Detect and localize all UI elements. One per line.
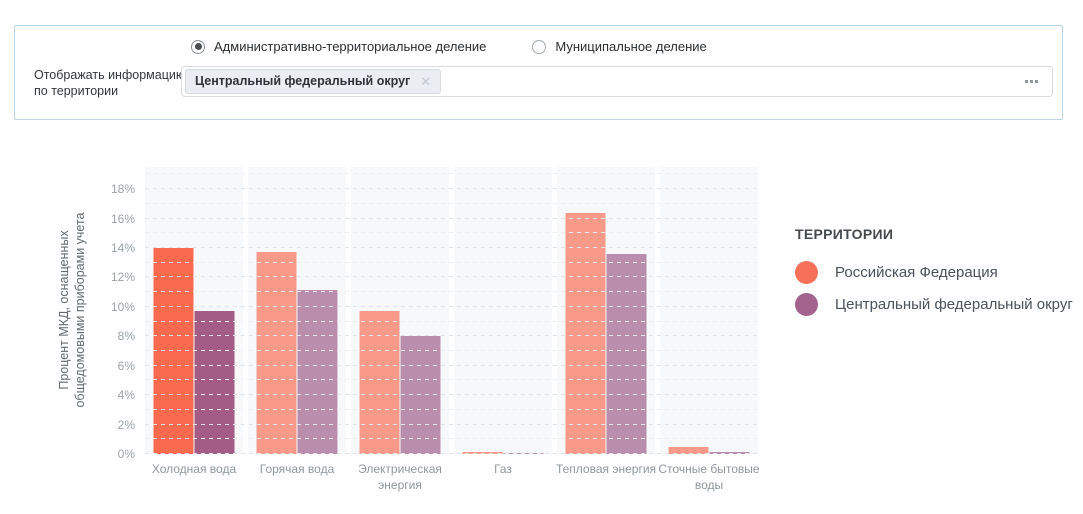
bar-cfo[interactable] (194, 310, 235, 454)
category-band (660, 167, 758, 454)
category-band (454, 167, 552, 454)
more-options-button[interactable] (1023, 76, 1040, 87)
category-label: Холодная вода (151, 462, 237, 476)
territory-chip-label: Центральный федеральный округ (195, 74, 411, 88)
gridline (145, 202, 758, 204)
chart-legend: ТЕРРИТОРИИ Российская Федерация Централь… (795, 226, 1073, 316)
y-tick-label: 6% (117, 358, 135, 373)
legend-label-rf: Российская Федерация (835, 264, 998, 281)
division-radio-group: Административно-территориальное деление … (191, 39, 707, 54)
legend-swatch-rf (795, 261, 818, 284)
y-tick-label: 8% (117, 329, 135, 344)
gridline (145, 379, 758, 381)
y-axis-title: Процент МКД, оснащенных общедомовыми при… (57, 212, 87, 408)
gridline (145, 305, 758, 307)
bar-cfo[interactable] (709, 451, 750, 454)
gridline (145, 217, 758, 219)
y-tick-label: 2% (117, 417, 135, 432)
y-tick-label: 18% (110, 182, 135, 197)
territory-select-input[interactable]: Центральный федеральный округ ✕ (181, 66, 1053, 97)
radio-option-administrative[interactable]: Административно-территориальное деление (191, 39, 486, 54)
bar-rf[interactable] (565, 213, 606, 454)
category-label: Газ (494, 462, 512, 476)
category-label: Горячая вода (259, 462, 335, 476)
more-options-icon (1025, 80, 1028, 83)
gridline (145, 453, 758, 454)
y-tick-label: 4% (117, 388, 135, 403)
gridline (145, 320, 758, 322)
gridline (145, 335, 758, 337)
category-label: Сточные бытовые воды (658, 462, 760, 492)
legend-label-cfo: Центральный федеральный округ (835, 296, 1073, 313)
radio-icon[interactable] (191, 39, 205, 54)
y-axis-ticks: 0% 2% 4% 6% 8% 10% 12% 14% 16% 18% (95, 167, 135, 461)
plot-area (145, 167, 758, 454)
gridline (145, 438, 758, 440)
category-band (145, 167, 243, 454)
chip-remove-icon[interactable]: ✕ (420, 73, 432, 89)
legend-item-cfo[interactable]: Центральный федеральный округ (795, 293, 1073, 316)
radio-label-administrative: Административно-территориальное деление (214, 39, 487, 54)
legend-title: ТЕРРИТОРИИ (795, 226, 894, 242)
territory-field-label: Отображать информацию по территории (34, 68, 186, 99)
legend-item-rf[interactable]: Российская Федерация (795, 261, 1073, 284)
gridline (145, 394, 758, 396)
bar-cfo[interactable] (606, 253, 647, 454)
territory-chip: Центральный федеральный округ ✕ (185, 69, 442, 94)
y-tick-label: 14% (110, 240, 135, 255)
bar-cfo[interactable] (297, 289, 338, 454)
bar-rf[interactable] (462, 451, 503, 454)
bar-rf[interactable] (359, 311, 400, 454)
gridline (145, 423, 758, 425)
y-tick-label: 12% (110, 270, 135, 285)
gridline (145, 349, 758, 351)
category-label: Электрическая энергия (358, 462, 442, 492)
radio-option-municipal[interactable]: Муниципальное деление (532, 39, 707, 54)
gridline (145, 408, 758, 410)
gridline (145, 246, 758, 248)
gridline (145, 173, 758, 175)
gridline (145, 261, 758, 263)
y-tick-label: 16% (110, 211, 135, 226)
radio-label-municipal: Муниципальное деление (555, 39, 707, 54)
radio-icon[interactable] (532, 39, 547, 54)
legend-swatch-cfo (795, 293, 818, 316)
y-tick-label: 10% (110, 299, 135, 314)
gridline (145, 232, 758, 234)
gridline (145, 364, 758, 366)
filter-panel: Административно-территориальное деление … (14, 25, 1063, 120)
gridline (145, 276, 758, 278)
y-tick-label: 0% (117, 447, 135, 461)
gridline (145, 291, 758, 293)
bar-rf[interactable] (256, 252, 297, 454)
category-band (351, 167, 449, 454)
category-label: Тепловая энергия (555, 462, 657, 476)
category-band (557, 167, 655, 454)
category-band (248, 167, 346, 454)
gridline (145, 188, 758, 190)
bar-rf[interactable] (668, 447, 709, 454)
